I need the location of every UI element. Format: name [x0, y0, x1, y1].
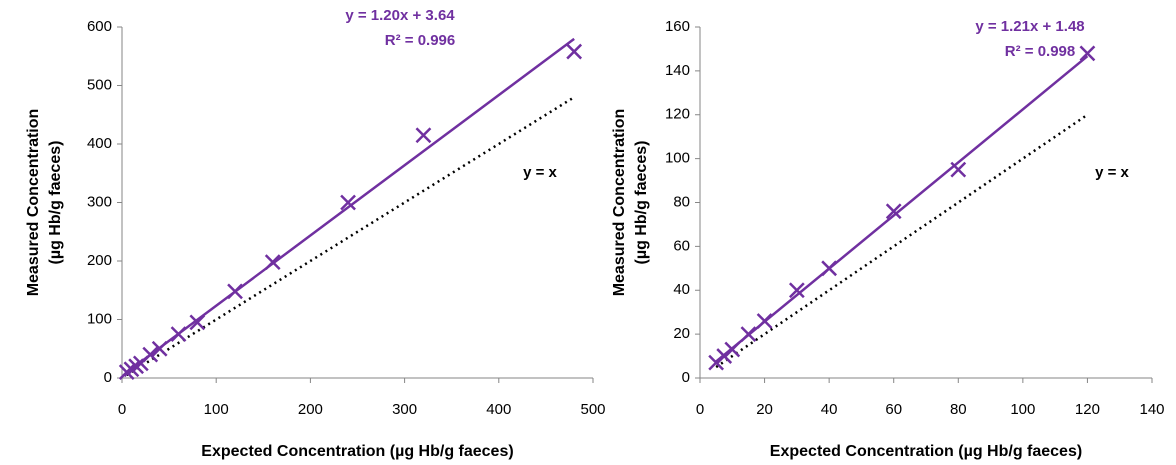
y-tick-label: 500	[87, 76, 112, 93]
marker	[142, 346, 159, 363]
y-tick-label: 140	[665, 62, 690, 79]
x-tick-label: 300	[392, 401, 417, 418]
y-tick-label: 40	[673, 281, 690, 298]
reference-label: y = x	[523, 164, 557, 181]
marker	[340, 194, 356, 211]
x-tick-label: 100	[204, 401, 229, 418]
x-tick-label: 40	[821, 401, 838, 418]
trendline-equation: y = 1.20x + 3.64	[345, 7, 455, 24]
y-axis-title: (µg Hb/g faeces)	[633, 141, 650, 265]
y-tick-label: 160	[665, 18, 690, 35]
x-tick-label: 60	[885, 401, 902, 418]
x-tick-label: 140	[1139, 401, 1164, 418]
y-tick-label: 120	[665, 106, 690, 123]
reference-label: y = x	[1095, 164, 1129, 181]
y-tick-label: 60	[673, 237, 690, 254]
marker	[788, 282, 805, 299]
reference-line	[126, 96, 575, 377]
marker	[724, 341, 741, 358]
marker	[151, 340, 168, 357]
x-tick-label: 0	[118, 401, 126, 418]
trendline-equation: y = 1.21x + 1.48	[975, 18, 1084, 35]
marker	[950, 161, 967, 178]
x-axis-title: Expected Concentration (µg Hb/g faeces)	[201, 443, 513, 460]
y-tick-label: 300	[87, 193, 112, 210]
trendline	[715, 55, 1089, 363]
x-tick-label: 400	[486, 401, 511, 418]
x-axis-title: Expected Concentration (µg Hb/g faeces)	[770, 443, 1082, 460]
marker	[1079, 45, 1096, 62]
y-tick-label: 80	[673, 193, 690, 210]
marker	[740, 326, 757, 343]
marker	[756, 313, 773, 329]
y-tick-label: 0	[104, 369, 112, 386]
reference-line	[715, 113, 1089, 369]
marker	[264, 254, 281, 271]
x-tick-label: 0	[696, 401, 704, 418]
x-tick-label: 80	[950, 401, 967, 418]
marker	[885, 203, 902, 220]
marker	[566, 43, 583, 60]
y-axis-title: (µg Hb/g faeces)	[47, 141, 64, 265]
y-tick-label: 100	[665, 150, 690, 167]
x-tick-label: 500	[580, 401, 605, 418]
x-tick-label: 20	[756, 401, 773, 418]
x-tick-label: 120	[1075, 401, 1100, 418]
y-tick-label: 400	[87, 135, 112, 152]
y-tick-label: 200	[87, 252, 112, 269]
y-tick-label: 20	[673, 325, 690, 342]
y-tick-label: 0	[682, 369, 690, 386]
r-squared: R² = 0.996	[385, 32, 455, 49]
y-tick-label: 100	[87, 310, 112, 327]
marker	[227, 283, 243, 300]
marker	[170, 326, 187, 343]
x-tick-label: 200	[298, 401, 323, 418]
x-tick-label: 100	[1010, 401, 1035, 418]
marker	[415, 127, 432, 144]
r-squared: R² = 0.998	[1005, 43, 1075, 60]
marker	[821, 260, 838, 277]
marker	[189, 314, 206, 331]
y-axis-title: Measured Concentration	[25, 109, 42, 297]
y-axis-title: Measured Concentration	[611, 109, 628, 297]
y-tick-label: 600	[87, 18, 112, 35]
